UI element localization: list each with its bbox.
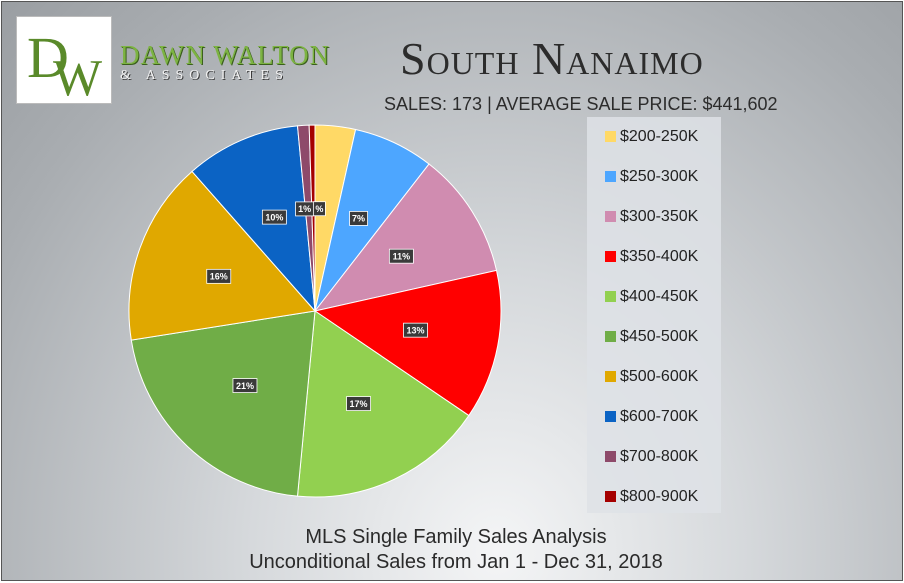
svg-text:21%: 21% bbox=[236, 381, 254, 391]
legend-item: $250-300K bbox=[587, 165, 721, 189]
pie-slice-3 bbox=[313, 163, 498, 312]
svg-text:13%: 13% bbox=[406, 325, 424, 335]
sales-stats: SALES: 173 | AVERAGE SALE PRICE: $441,60… bbox=[384, 94, 778, 114]
legend-label: $700-800K bbox=[620, 448, 699, 465]
logo-letter-d: D bbox=[27, 25, 69, 90]
svg-text:10%: 10% bbox=[265, 212, 283, 222]
legend-item: $800-900K bbox=[587, 485, 721, 509]
page-title: South Nanaimo bbox=[400, 33, 704, 84]
pie-slice-5 bbox=[296, 310, 470, 498]
legend-swatch bbox=[605, 371, 616, 382]
legend-label: $250-300K bbox=[620, 168, 699, 185]
logo-name: DAWN WALTON bbox=[120, 40, 331, 70]
pie-data-label-7: 16% bbox=[206, 268, 232, 284]
svg-text:%: % bbox=[315, 204, 323, 214]
svg-text:11%: 11% bbox=[393, 251, 411, 261]
legend-item: $600-700K bbox=[587, 405, 721, 429]
pie-data-label-10: % bbox=[312, 201, 326, 217]
legend-item: $350-400K bbox=[587, 245, 721, 269]
legend-label: $500-600K bbox=[620, 368, 699, 385]
legend-swatch bbox=[605, 411, 616, 422]
legend-swatch bbox=[605, 451, 616, 462]
pie-data-label-6: 21% bbox=[232, 378, 258, 393]
legend-swatch bbox=[605, 291, 616, 302]
footer-subtitle: MLS Single Family Sales Analysis bbox=[305, 526, 607, 548]
pie-data-label-8: 10% bbox=[261, 209, 287, 225]
logo-letter-w: W bbox=[53, 50, 102, 103]
pie-data-label-5: 17% bbox=[346, 396, 371, 411]
legend-label: $200-250K bbox=[620, 128, 699, 145]
pie-slice-8 bbox=[191, 125, 316, 313]
legend-label: $300-350K bbox=[620, 208, 699, 225]
legend-label: $600-700K bbox=[620, 408, 699, 425]
svg-text:1%: 1% bbox=[298, 204, 311, 214]
logo: D W bbox=[16, 16, 112, 104]
legend-swatch bbox=[605, 131, 616, 142]
pie-data-label-2: 7% bbox=[349, 211, 368, 226]
legend-label: $400-450K bbox=[620, 288, 699, 305]
pie-data-label-3: 11% bbox=[388, 248, 414, 264]
logo-subtitle: & ASSOCIATES bbox=[120, 68, 289, 83]
legend-swatch bbox=[605, 211, 616, 222]
legend-item: $450-500K bbox=[587, 325, 721, 349]
logo-monogram: D W bbox=[27, 25, 102, 103]
pie-slice-4 bbox=[313, 269, 502, 417]
legend-item: $200-250K bbox=[587, 125, 721, 149]
svg-text:7%: 7% bbox=[352, 214, 365, 224]
legend-label: $350-400K bbox=[620, 248, 699, 265]
pie-slice-6 bbox=[130, 310, 316, 497]
legend-swatch bbox=[605, 331, 616, 342]
svg-text:17%: 17% bbox=[350, 399, 368, 409]
legend-label: $800-900K bbox=[620, 488, 699, 505]
legend-item: $500-600K bbox=[587, 365, 721, 389]
svg-text:16%: 16% bbox=[210, 272, 228, 282]
legend-swatch bbox=[605, 251, 616, 262]
pie-data-label-4: 13% bbox=[403, 322, 428, 338]
legend-item: $700-800K bbox=[587, 445, 721, 469]
legend-label: $450-500K bbox=[620, 328, 699, 345]
chart-legend: $200-250K $250-300K $300-350K $350-400K $400… bbox=[587, 117, 721, 513]
footer-date-range: Unconditional Sales from Jan 1 - Dec 31,… bbox=[249, 551, 663, 573]
pie-data-label-9: 1% bbox=[295, 201, 314, 217]
legend-swatch bbox=[605, 171, 616, 182]
legend-item: $300-350K bbox=[587, 205, 721, 229]
legend-item: $400-450K bbox=[587, 285, 721, 309]
pie-slice-10 bbox=[308, 124, 316, 312]
legend-swatch bbox=[605, 491, 616, 502]
pie-slice-7 bbox=[128, 170, 316, 341]
